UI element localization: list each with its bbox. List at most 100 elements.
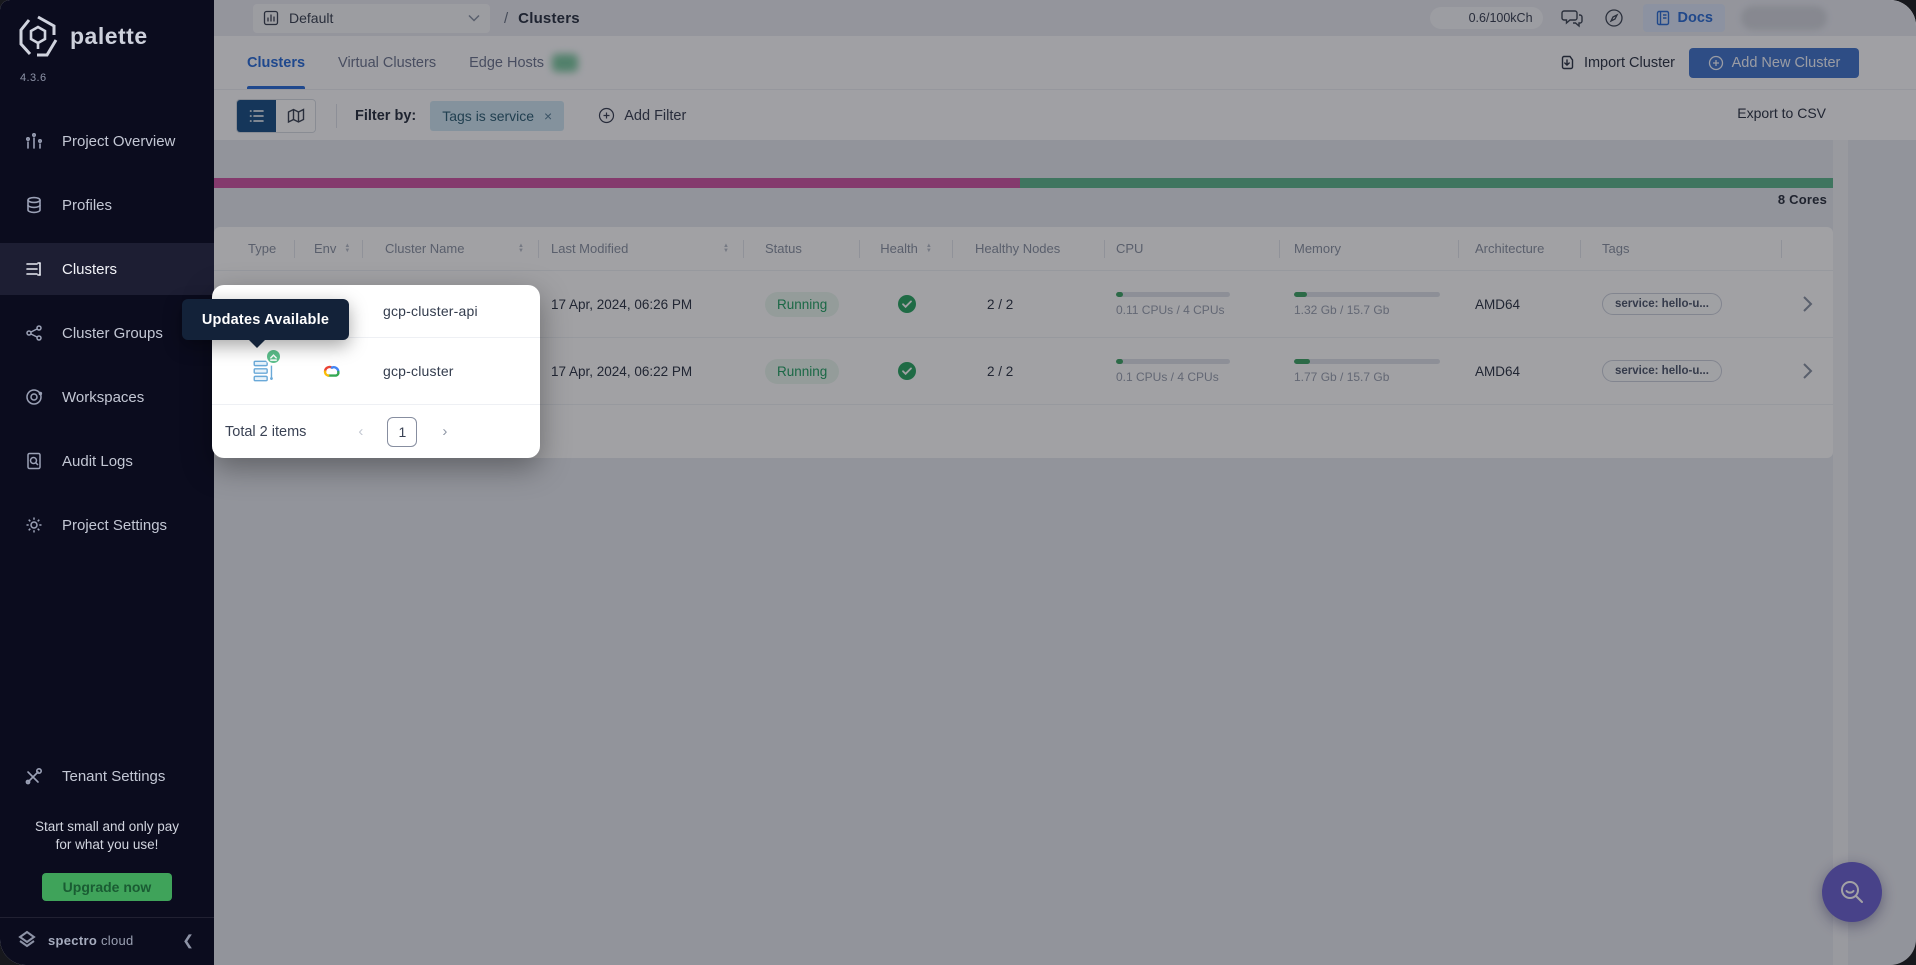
version-label: 4.3.6 bbox=[20, 72, 47, 84]
spotlight-row[interactable]: gcp-cluster-api bbox=[212, 285, 540, 337]
sort-icon[interactable]: ▲ ▼ bbox=[723, 242, 729, 254]
list-view-button[interactable] bbox=[237, 99, 276, 132]
scrollbar-track[interactable] bbox=[1833, 140, 1848, 965]
memory-meter: 1.77 Gb / 15.7 Gb bbox=[1294, 358, 1440, 384]
plus-circle-icon bbox=[1708, 55, 1723, 70]
cpu-meter: 0.1 CPUs / 4 CPUs bbox=[1116, 358, 1230, 384]
updates-available-badge bbox=[265, 348, 282, 365]
add-new-cluster-button[interactable]: Add New Cluster bbox=[1689, 47, 1859, 78]
memory-meter-fill bbox=[1294, 291, 1308, 297]
tab-clusters[interactable]: Clusters bbox=[247, 36, 306, 89]
remove-filter-icon[interactable]: × bbox=[544, 107, 553, 124]
sidebar-item-label: Profiles bbox=[62, 196, 113, 214]
sidebar-divider bbox=[0, 917, 214, 918]
tabs-row: Clusters Virtual Clusters Edge Hosts Imp… bbox=[214, 36, 1916, 90]
healthy-check-icon bbox=[897, 362, 916, 380]
import-cluster-button[interactable]: Import Cluster bbox=[1559, 54, 1675, 71]
spectro-cloud-logo-icon bbox=[18, 930, 36, 948]
sidebar-item-label: Project Overview bbox=[62, 132, 176, 150]
updates-available-tooltip: Updates Available bbox=[182, 299, 349, 348]
search-assistant-fab[interactable] bbox=[1822, 862, 1882, 922]
cluster-name[interactable]: gcp-cluster-api bbox=[383, 303, 478, 319]
sort-icon[interactable]: ▲ ▼ bbox=[518, 242, 524, 254]
cluster-name[interactable]: gcp-cluster bbox=[383, 363, 454, 379]
row-open-chevron[interactable] bbox=[1782, 295, 1833, 313]
breadcrumb-separator: / bbox=[504, 9, 509, 27]
row-open-chevron[interactable] bbox=[1782, 362, 1833, 380]
upgrade-button[interactable]: Upgrade now bbox=[42, 873, 172, 901]
pagination-next-button[interactable]: › bbox=[442, 423, 448, 440]
tab-virtual-clusters[interactable]: Virtual Clusters bbox=[338, 54, 437, 71]
filter-row: Filter by: Tags is service × Add Filter … bbox=[214, 91, 1916, 140]
col-header-health[interactable]: Health ▲ ▼ bbox=[860, 239, 953, 258]
sidebar: palette 4.3.6 Project Overview Profiles bbox=[0, 0, 214, 965]
health-cell bbox=[860, 294, 953, 314]
sidebar-item-workspaces[interactable]: Workspaces bbox=[0, 371, 214, 423]
cpu-meter-fill bbox=[1116, 291, 1123, 297]
collapse-sidebar-icon[interactable]: ❮ bbox=[182, 931, 194, 948]
spotlight-row[interactable]: gcp-cluster bbox=[212, 337, 540, 404]
col-header-cluster-name[interactable]: Cluster Name ▲ ▼ bbox=[363, 239, 539, 258]
project-selector[interactable]: Default bbox=[253, 3, 490, 33]
sidebar-item-label: Tenant Settings bbox=[62, 767, 166, 785]
chat-icon[interactable] bbox=[1559, 5, 1585, 31]
magnifier-smile-icon bbox=[1841, 881, 1863, 903]
sort-icon[interactable]: ▲ ▼ bbox=[925, 242, 932, 254]
sidebar-item-cluster-groups[interactable]: Cluster Groups bbox=[0, 307, 214, 359]
col-header-tags: Tags bbox=[1581, 239, 1782, 258]
add-filter-button[interactable]: Add Filter bbox=[598, 107, 686, 124]
sidebar-item-project-settings[interactable]: Project Settings bbox=[0, 499, 214, 551]
breadcrumb: Clusters bbox=[518, 9, 580, 27]
list-view-icon bbox=[249, 109, 264, 122]
usage-credits-pill[interactable]: 0.6/100kCh bbox=[1429, 7, 1543, 29]
brand-name: spectro cloud bbox=[48, 932, 134, 948]
sidebar-item-label: Cluster Groups bbox=[62, 324, 163, 342]
memory-label: 1.77 Gb / 15.7 Gb bbox=[1294, 369, 1390, 384]
gcp-icon bbox=[323, 365, 340, 377]
col-header-healthy-nodes: Healthy Nodes bbox=[953, 239, 1105, 258]
chart-icon bbox=[23, 130, 45, 152]
cores-label: 8 Cores bbox=[1777, 192, 1827, 207]
tag-pill[interactable]: service: hello-u... bbox=[1602, 360, 1722, 382]
user-menu[interactable] bbox=[1741, 6, 1827, 30]
sidebar-item-clusters[interactable]: Clusters bbox=[0, 243, 214, 295]
last-modified: 17 Apr, 2024, 06:26 PM bbox=[551, 296, 693, 312]
compass-icon[interactable] bbox=[1601, 5, 1627, 31]
col-header-status: Status bbox=[744, 239, 860, 258]
docs-button[interactable]: Docs bbox=[1642, 4, 1725, 32]
sidebar-item-project-overview[interactable]: Project Overview bbox=[0, 115, 214, 167]
col-header-type: Type bbox=[214, 239, 295, 258]
tour-dim-overlay bbox=[214, 0, 1916, 965]
project-icon bbox=[263, 10, 279, 26]
sidebar-item-profiles[interactable]: Profiles bbox=[0, 179, 214, 231]
orbit-icon bbox=[23, 386, 45, 408]
tab-edge-hosts[interactable]: Edge Hosts bbox=[469, 36, 579, 89]
view-toggle bbox=[236, 98, 316, 133]
sidebar-item-label: Project Settings bbox=[62, 516, 168, 534]
col-header-last-modified[interactable]: Last Modified ▲ ▼ bbox=[539, 239, 744, 258]
health-cell bbox=[860, 361, 953, 381]
sidebar-item-tenant-settings[interactable]: Tenant Settings bbox=[0, 750, 214, 802]
export-csv-button[interactable]: Export to CSV bbox=[1737, 105, 1826, 121]
pagination: Total 2 items ‹ 1 › bbox=[212, 404, 540, 458]
architecture: AMD64 bbox=[1475, 363, 1521, 379]
cores-usage-bar bbox=[214, 178, 1833, 188]
memory-meter-fill bbox=[1294, 358, 1311, 364]
col-header-env[interactable]: Env ▲ ▼ bbox=[295, 239, 363, 258]
pagination-prev-button[interactable]: ‹ bbox=[358, 423, 364, 440]
doc-search-icon bbox=[23, 450, 45, 472]
edge-hosts-badge bbox=[552, 53, 579, 72]
map-view-button[interactable] bbox=[276, 99, 315, 132]
upgrade-promo-text: Start small and only pay for what you us… bbox=[34, 819, 180, 852]
filter-chip-tags-is-service[interactable]: Tags is service × bbox=[430, 100, 565, 131]
table-header: Type Env ▲ ▼ Cluster Name ▲ ▼ Last Modified ▲… bbox=[214, 227, 1833, 270]
pagination-page-1[interactable]: 1 bbox=[387, 416, 418, 447]
brand-row: spectro cloud ❮ bbox=[14, 928, 200, 952]
project-selector-value: Default bbox=[289, 10, 334, 26]
tag-pill[interactable]: service: hello-u... bbox=[1602, 293, 1722, 315]
sort-icon[interactable]: ▲ ▼ bbox=[344, 242, 351, 254]
sidebar-item-audit-logs[interactable]: Audit Logs bbox=[0, 435, 214, 487]
cpu-label: 0.1 CPUs / 4 CPUs bbox=[1116, 369, 1219, 384]
top-bar: Default / Clusters 0.6/100kCh Docs bbox=[214, 0, 1916, 36]
app-title: palette bbox=[70, 22, 148, 49]
